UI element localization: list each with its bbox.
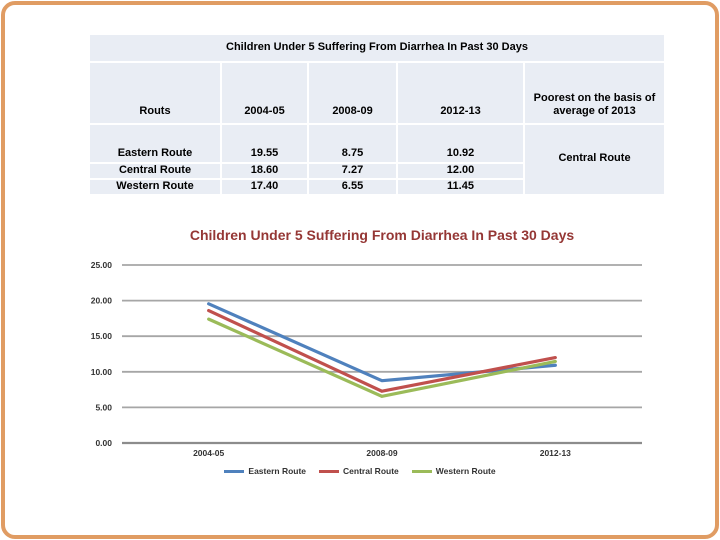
y-tick-label: 20.00 bbox=[91, 296, 113, 306]
col-header-2012-13: 2012-13 bbox=[398, 63, 523, 123]
legend-item: Eastern Route bbox=[224, 466, 306, 476]
y-tick-label: 15.00 bbox=[91, 331, 113, 341]
table-title-row: Children Under 5 Suffering From Diarrhea… bbox=[90, 35, 664, 61]
value-cell: 11.45 bbox=[398, 180, 523, 194]
summary-table: Children Under 5 Suffering From Diarrhea… bbox=[88, 33, 666, 196]
chart-title: Children Under 5 Suffering From Diarrhea… bbox=[189, 227, 575, 243]
series-line-western-route bbox=[207, 317, 557, 398]
legend-item: Central Route bbox=[319, 466, 399, 476]
y-tick-label: 10.00 bbox=[91, 367, 113, 377]
table-row: Eastern Route 19.55 8.75 10.92 Central R… bbox=[90, 125, 664, 194]
y-tick-label: 0.00 bbox=[95, 438, 112, 448]
legend-label: Eastern Route bbox=[248, 466, 307, 476]
col-header-routs: Routs bbox=[90, 63, 220, 123]
table-header-row: Routs 2004-05 2008-09 2012-13 Poorest on… bbox=[90, 63, 664, 123]
value-cell: 19.55 bbox=[222, 125, 307, 162]
poorest-route-value: Central Route bbox=[525, 125, 664, 194]
legend-swatch bbox=[224, 469, 245, 473]
col-header-poorest: Poorest on the basis of average of 2013 bbox=[525, 63, 664, 123]
table-row: Western Route 17.40 6.55 11.45 bbox=[90, 180, 664, 194]
value-cell: 10.92 bbox=[398, 125, 523, 162]
chart-legend: Eastern Route Central Route Western Route bbox=[0, 466, 720, 476]
col-header-2004-05: 2004-05 bbox=[222, 63, 307, 123]
y-tick-label: 25.00 bbox=[91, 260, 113, 270]
legend-item: Western Route bbox=[411, 466, 496, 476]
legend-label: Central Route bbox=[343, 466, 399, 476]
value-cell: 6.55 bbox=[309, 180, 396, 194]
x-tick-label: 2012-13 bbox=[540, 448, 571, 458]
value-cell: 12.00 bbox=[398, 164, 523, 178]
series-line-central-route bbox=[207, 308, 557, 393]
value-cell: 17.40 bbox=[222, 180, 307, 194]
table-row: Central Route 18.60 7.27 12.00 bbox=[90, 164, 664, 178]
value-cell: 7.27 bbox=[309, 164, 396, 178]
table-title: Children Under 5 Suffering From Diarrhea… bbox=[90, 35, 664, 61]
x-tick-label: 2004-05 bbox=[193, 448, 224, 458]
legend-swatch bbox=[319, 469, 340, 473]
legend-swatch bbox=[411, 469, 432, 473]
legend-label: Western Route bbox=[435, 466, 496, 476]
value-cell: 8.75 bbox=[309, 125, 396, 162]
x-tick-label: 2008-09 bbox=[366, 448, 397, 458]
col-header-2008-09: 2008-09 bbox=[309, 63, 396, 123]
y-tick-label: 5.00 bbox=[95, 402, 112, 412]
route-name: Central Route bbox=[90, 164, 220, 178]
route-name: Western Route bbox=[90, 180, 220, 194]
route-name: Eastern Route bbox=[90, 125, 220, 162]
value-cell: 18.60 bbox=[222, 164, 307, 178]
